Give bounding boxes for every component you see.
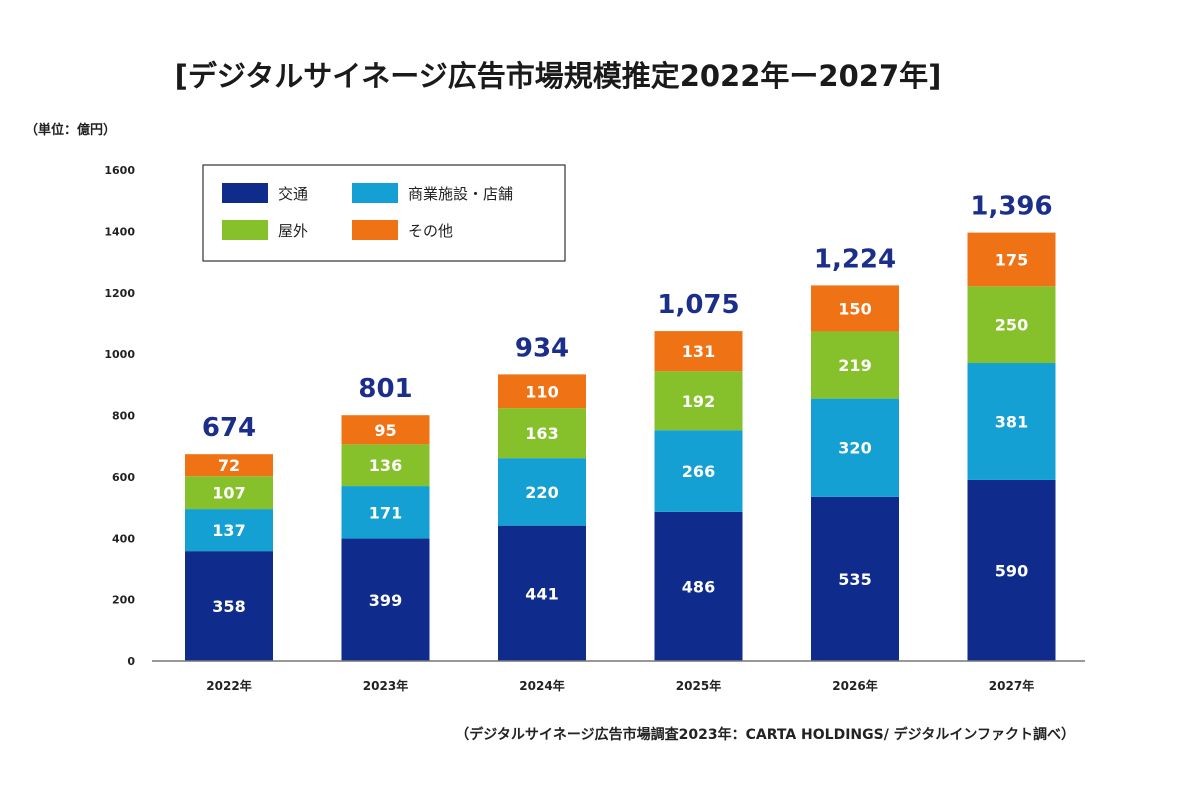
bar-segment: [811, 496, 899, 661]
bar-stack: 590 381 250 175 1,396: [967, 192, 1056, 661]
x-axis: 2022年 2023年 2024年 2025年 2026年 2027年: [152, 660, 1085, 693]
source-note: （デジタルサイネージ広告市場調査2023年：CARTA HOLDINGS/ デジ…: [455, 726, 1075, 743]
data-label: 486: [682, 577, 715, 596]
data-label: 399: [369, 591, 402, 610]
data-label: 219: [838, 356, 871, 375]
legend-swatch: [352, 183, 398, 203]
y-tick-label: 0: [127, 655, 135, 668]
bar-segment: [185, 509, 273, 552]
bar-segment: [967, 232, 1056, 287]
bar-segment: [811, 331, 899, 399]
data-label: 192: [682, 392, 715, 411]
x-tick-label: 2022年: [206, 678, 251, 693]
data-label: 72: [218, 456, 240, 475]
x-tick-label: 2023年: [363, 678, 408, 693]
y-tick-label: 800: [112, 410, 135, 423]
bar-stack: 486 266 192 131 1,075: [654, 290, 743, 661]
data-label: 171: [369, 503, 402, 522]
data-label: 441: [525, 584, 558, 603]
bar-stack: 441 220 163 110 934: [498, 333, 586, 661]
data-label: 358: [212, 597, 245, 616]
legend-swatch: [222, 183, 268, 203]
bar-segment: [341, 538, 430, 661]
data-label: 150: [838, 299, 871, 318]
bar-segment: [967, 286, 1056, 364]
unit-label: （単位：億円）: [25, 122, 116, 138]
data-label: 590: [995, 561, 1028, 580]
data-label: 250: [995, 316, 1028, 335]
y-tick-label: 1400: [104, 225, 135, 238]
legend-swatch: [352, 220, 398, 240]
data-label: 381: [995, 412, 1028, 431]
bar-segment: [341, 444, 430, 487]
bar-segment: [654, 371, 743, 431]
total-label: 934: [515, 333, 569, 363]
data-label: 131: [682, 342, 715, 361]
data-label: 163: [525, 424, 558, 443]
bar-segment: [185, 476, 273, 510]
y-tick-label: 1000: [104, 348, 135, 361]
bar-segment: [967, 479, 1056, 661]
data-label: 107: [212, 484, 245, 503]
y-tick-label: 200: [112, 594, 135, 607]
bar-stack: 535 320 219 150 1,224: [811, 244, 899, 661]
bar-segment: [498, 458, 586, 526]
y-tick-label: 600: [112, 471, 135, 484]
bar-stack: 399 171 136 95 801: [341, 374, 430, 661]
data-label: 95: [374, 421, 396, 440]
y-axis: 0 200 400 600 800 1000 1200 1400 1600: [104, 164, 135, 668]
total-label: 1,075: [657, 290, 739, 320]
total-label: 674: [202, 413, 256, 443]
data-label: 137: [212, 521, 245, 540]
legend-label: 交通: [278, 185, 308, 203]
data-label: 220: [525, 483, 558, 502]
chart-title: [デジタルサイネージ広告市場規模推定2022年ー2027年]: [175, 59, 942, 93]
data-label: 535: [838, 570, 871, 589]
bar-segment: [654, 430, 743, 512]
y-tick-label: 400: [112, 532, 135, 545]
bar-segment: [498, 408, 586, 459]
x-tick-label: 2025年: [676, 678, 721, 693]
data-label: 136: [369, 456, 402, 475]
total-label: 1,396: [970, 192, 1052, 222]
x-tick-label: 2024年: [519, 678, 564, 693]
x-tick-label: 2027年: [989, 678, 1034, 693]
y-tick-label: 1200: [104, 287, 135, 300]
x-tick-label: 2026年: [832, 678, 877, 693]
bar-segment: [811, 285, 899, 332]
bar-segment: [498, 374, 586, 409]
bar-segment: [967, 363, 1056, 480]
bar-segment: [498, 525, 586, 661]
bar-segment: [654, 331, 743, 372]
legend-swatch: [222, 220, 268, 240]
bar-stack: 358 137 107 72 674: [185, 413, 273, 661]
data-label: 110: [525, 382, 558, 401]
bar-segment: [654, 511, 743, 661]
total-label: 1,224: [814, 244, 896, 274]
legend-label: 商業施設・店舗: [408, 185, 513, 203]
bar-segment: [185, 551, 273, 661]
legend-label: 屋外: [278, 222, 308, 240]
bar-segment: [341, 486, 430, 539]
bar-segment: [811, 398, 899, 497]
bar-segment: [185, 454, 273, 477]
legend-label: その他: [408, 222, 453, 240]
data-label: 320: [838, 439, 871, 458]
total-label: 801: [358, 374, 412, 404]
data-label: 266: [682, 462, 715, 481]
bars: 358 137 107 72 674 399 171 136 95 801 441 220 163 110…: [185, 192, 1056, 661]
legend-box: [202, 164, 566, 262]
data-label: 175: [995, 250, 1028, 269]
bar-segment: [341, 415, 430, 445]
y-tick-label: 1600: [104, 164, 135, 177]
